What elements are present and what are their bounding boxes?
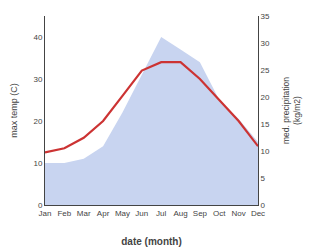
svg-text:30: 30 xyxy=(33,75,42,84)
svg-text:10: 10 xyxy=(33,159,42,168)
svg-text:0: 0 xyxy=(261,201,266,210)
svg-text:30: 30 xyxy=(261,39,270,48)
svg-text:15: 15 xyxy=(261,120,270,129)
svg-text:10: 10 xyxy=(261,147,270,156)
svg-text:5: 5 xyxy=(261,174,266,183)
svg-text:Feb: Feb xyxy=(57,209,71,218)
svg-text:40: 40 xyxy=(33,33,42,42)
svg-text:Jan: Jan xyxy=(39,209,52,218)
svg-text:20: 20 xyxy=(261,93,270,102)
svg-text:Dec: Dec xyxy=(251,209,265,218)
svg-text:Nov: Nov xyxy=(232,209,246,218)
svg-text:Oct: Oct xyxy=(213,209,226,218)
svg-text:Jul: Jul xyxy=(156,209,166,218)
svg-text:20: 20 xyxy=(33,117,42,126)
svg-text:max temp (C): max temp (C) xyxy=(9,83,19,138)
svg-text:35: 35 xyxy=(261,12,270,21)
svg-text:May: May xyxy=(115,209,130,218)
svg-text:25: 25 xyxy=(261,66,270,75)
svg-text:Jun: Jun xyxy=(135,209,148,218)
svg-text:Aug: Aug xyxy=(173,209,187,218)
svg-text:Apr: Apr xyxy=(97,209,110,218)
svg-text:date (month): date (month) xyxy=(121,236,182,247)
svg-text:0: 0 xyxy=(38,201,43,210)
svg-text:Sep: Sep xyxy=(193,209,208,218)
svg-text:Mar: Mar xyxy=(77,209,91,218)
svg-text:med. precipitation(kg/m2): med. precipitation(kg/m2) xyxy=(281,77,302,144)
